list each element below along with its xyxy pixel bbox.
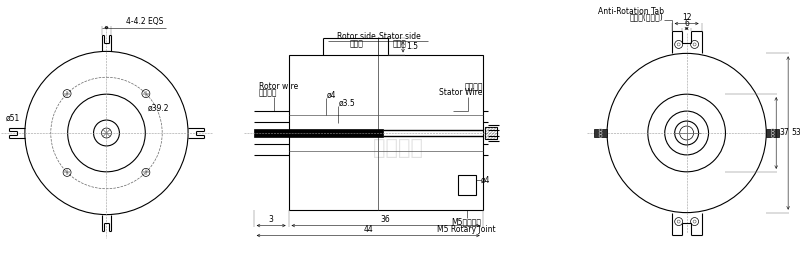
Bar	[766, 129, 779, 138]
Bar	[485, 127, 497, 139]
Text: 1.5: 1.5	[406, 42, 418, 51]
Text: Stator Wire: Stator Wire	[439, 88, 482, 97]
Text: 4-4.2 EQS: 4-4.2 EQS	[126, 16, 163, 25]
Bar	[458, 175, 476, 195]
Text: 止转片(可调节): 止转片(可调节)	[630, 12, 664, 21]
Text: Rotor wire: Rotor wire	[258, 82, 298, 91]
Text: Anti-Rotation Tab: Anti-Rotation Tab	[598, 7, 664, 16]
Text: 转子出线: 转子出线	[258, 88, 278, 97]
Text: 3: 3	[269, 215, 274, 224]
Bar	[254, 129, 383, 137]
Text: 53: 53	[791, 129, 800, 138]
Text: 6: 6	[684, 19, 689, 28]
Text: M5旋转接头: M5旋转接头	[452, 218, 482, 227]
Text: 定子出线: 定子出线	[464, 82, 482, 91]
Text: Rotor side: Rotor side	[337, 32, 376, 41]
Text: 强和滑环: 强和滑环	[373, 138, 423, 158]
Text: ø3.5: ø3.5	[338, 99, 355, 108]
Text: 44: 44	[363, 224, 373, 233]
Text: 转子边: 转子边	[350, 39, 363, 48]
Text: M5 Rotary Joint: M5 Rotary Joint	[438, 224, 496, 233]
Bar	[594, 129, 607, 138]
Text: ø4: ø4	[326, 91, 336, 100]
Text: 37: 37	[779, 129, 789, 138]
Text: Stator side: Stator side	[379, 32, 421, 41]
Text: ø39.2: ø39.2	[148, 104, 170, 113]
Bar	[289, 55, 482, 210]
Text: 36: 36	[381, 215, 390, 224]
Text: ø4: ø4	[481, 175, 490, 184]
Text: 12: 12	[682, 12, 691, 21]
Text: ø51: ø51	[6, 114, 20, 123]
Text: 定子边: 定子边	[393, 39, 407, 48]
